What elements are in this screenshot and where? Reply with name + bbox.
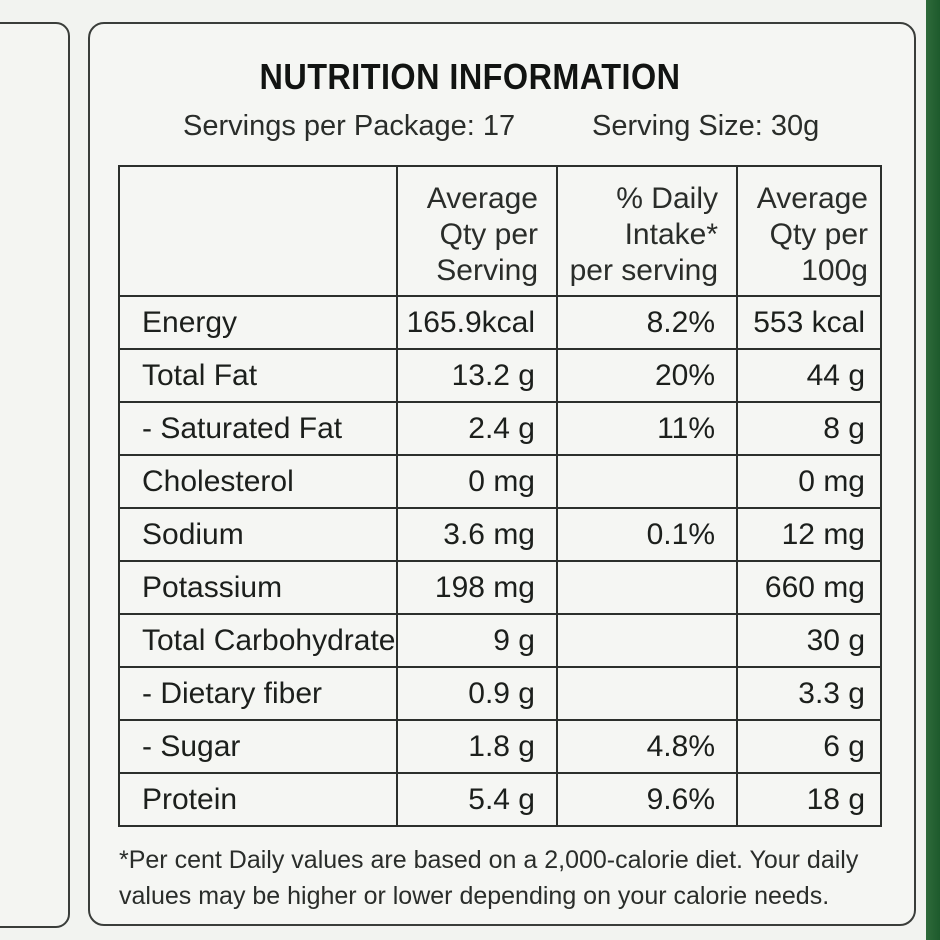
- daily-intake-value: 4.8%: [646, 730, 715, 763]
- per-100g-value: 0 mg: [798, 465, 865, 498]
- row-divider: [120, 348, 880, 350]
- nutrient-name: Energy: [142, 306, 238, 339]
- per-serving-value: 165.9kcal: [406, 306, 535, 339]
- table-row: - Dietary fiber 0.9 g 3.3 g: [120, 668, 880, 720]
- nutrition-table: Average Qty per Serving % Daily Intake* …: [118, 165, 882, 827]
- row-divider: [120, 507, 880, 509]
- per-serving-value: 1.8 g: [468, 730, 535, 763]
- header-line: Average: [756, 182, 868, 215]
- row-divider: [120, 772, 880, 774]
- header-line: per serving: [569, 254, 718, 287]
- per-serving-value: 0.9 g: [468, 677, 535, 710]
- servings-per-package: Servings per Package: 17: [183, 110, 516, 142]
- table-row: Cholesterol 0 mg 0 mg: [120, 456, 880, 508]
- per-serving-value: 0 mg: [468, 465, 535, 498]
- row-divider: [120, 560, 880, 562]
- header-line: Qty per: [769, 218, 868, 251]
- nutrient-name: Protein: [142, 783, 238, 816]
- header-per-serving: Average Qty per Serving: [398, 181, 538, 289]
- per-100g-value: 30 g: [806, 624, 865, 657]
- per-100g-value: 12 mg: [781, 518, 865, 551]
- nutrient-name: Total Fat: [142, 359, 258, 392]
- per-100g-value: 8 g: [823, 412, 865, 445]
- table-row: Sodium 3.6 mg 0.1% 12 mg: [120, 509, 880, 561]
- header-line: Average: [426, 182, 538, 215]
- daily-intake-value: [560, 562, 715, 614]
- daily-intake-value: [560, 668, 715, 720]
- nutrition-panel: [88, 22, 916, 926]
- header-line: Serving: [436, 254, 538, 287]
- per-serving-value: 13.2 g: [451, 359, 535, 392]
- daily-intake-value: 0.1%: [646, 518, 715, 551]
- per-serving-value: 9 g: [493, 624, 535, 657]
- row-divider: [120, 613, 880, 615]
- table-row: Total Fat 13.2 g 20% 44 g: [120, 350, 880, 402]
- daily-value-footnote: *Per cent Daily values are based on a 2,…: [119, 846, 859, 910]
- header-line: Qty per: [439, 218, 538, 251]
- row-divider: [120, 401, 880, 403]
- nutrient-name: Cholesterol: [142, 465, 294, 498]
- per-100g-value: 18 g: [806, 783, 865, 816]
- nutrient-name: - Sugar: [142, 730, 241, 763]
- per-serving-value: 198 mg: [434, 571, 535, 604]
- per-100g-value: 3.3 g: [798, 677, 865, 710]
- per-100g-value: 44 g: [806, 359, 865, 392]
- per-100g-value: 6 g: [823, 730, 865, 763]
- daily-intake-value: 8.2%: [646, 306, 715, 339]
- daily-intake-value: 20%: [654, 359, 715, 392]
- header-line: % Daily: [616, 182, 718, 215]
- header-line: Intake*: [624, 218, 718, 251]
- table-row: Energy 165.9kcal 8.2% 553 kcal: [120, 297, 880, 349]
- row-divider: [120, 719, 880, 721]
- daily-intake-value: 9.6%: [646, 783, 715, 816]
- row-divider: [120, 295, 880, 297]
- column-divider: [736, 167, 738, 825]
- per-serving-value: 5.4 g: [468, 783, 535, 816]
- table-row: - Sugar 1.8 g 4.8% 6 g: [120, 721, 880, 773]
- table-row: - Saturated Fat 2.4 g 11% 8 g: [120, 403, 880, 455]
- serving-size: Serving Size: 30g: [592, 110, 820, 142]
- table-row: Protein 5.4 g 9.6% 18 g: [120, 774, 880, 826]
- nutrient-name: - Saturated Fat: [142, 412, 343, 445]
- adjacent-panel: [0, 22, 70, 928]
- nutrient-name: Sodium: [142, 518, 244, 551]
- table-row: Total Carbohydrate 9 g 30 g: [120, 615, 880, 667]
- row-divider: [120, 454, 880, 456]
- daily-intake-value: 11%: [657, 412, 715, 445]
- header-per-100g: Average Qty per 100g: [738, 181, 868, 289]
- table-row: Potassium 198 mg 660 mg: [120, 562, 880, 614]
- column-divider: [556, 167, 558, 825]
- per-100g-value: 553 kcal: [753, 306, 865, 339]
- green-packaging-edge: [926, 0, 940, 940]
- header-daily-intake: % Daily Intake* per serving: [560, 181, 718, 289]
- row-divider: [120, 666, 880, 668]
- daily-intake-value: [560, 456, 715, 508]
- nutrient-name: Potassium: [142, 571, 283, 604]
- nutrition-title: NUTRITION INFORMATION: [259, 56, 681, 97]
- nutrient-name: Total Carbohydrate: [142, 624, 396, 657]
- per-serving-value: 3.6 mg: [443, 518, 535, 551]
- header-line: 100g: [801, 254, 868, 287]
- daily-intake-value: [560, 615, 715, 667]
- nutrient-name: - Dietary fiber: [142, 677, 323, 710]
- per-serving-value: 2.4 g: [468, 412, 535, 445]
- per-100g-value: 660 mg: [764, 571, 865, 604]
- column-divider: [396, 167, 398, 825]
